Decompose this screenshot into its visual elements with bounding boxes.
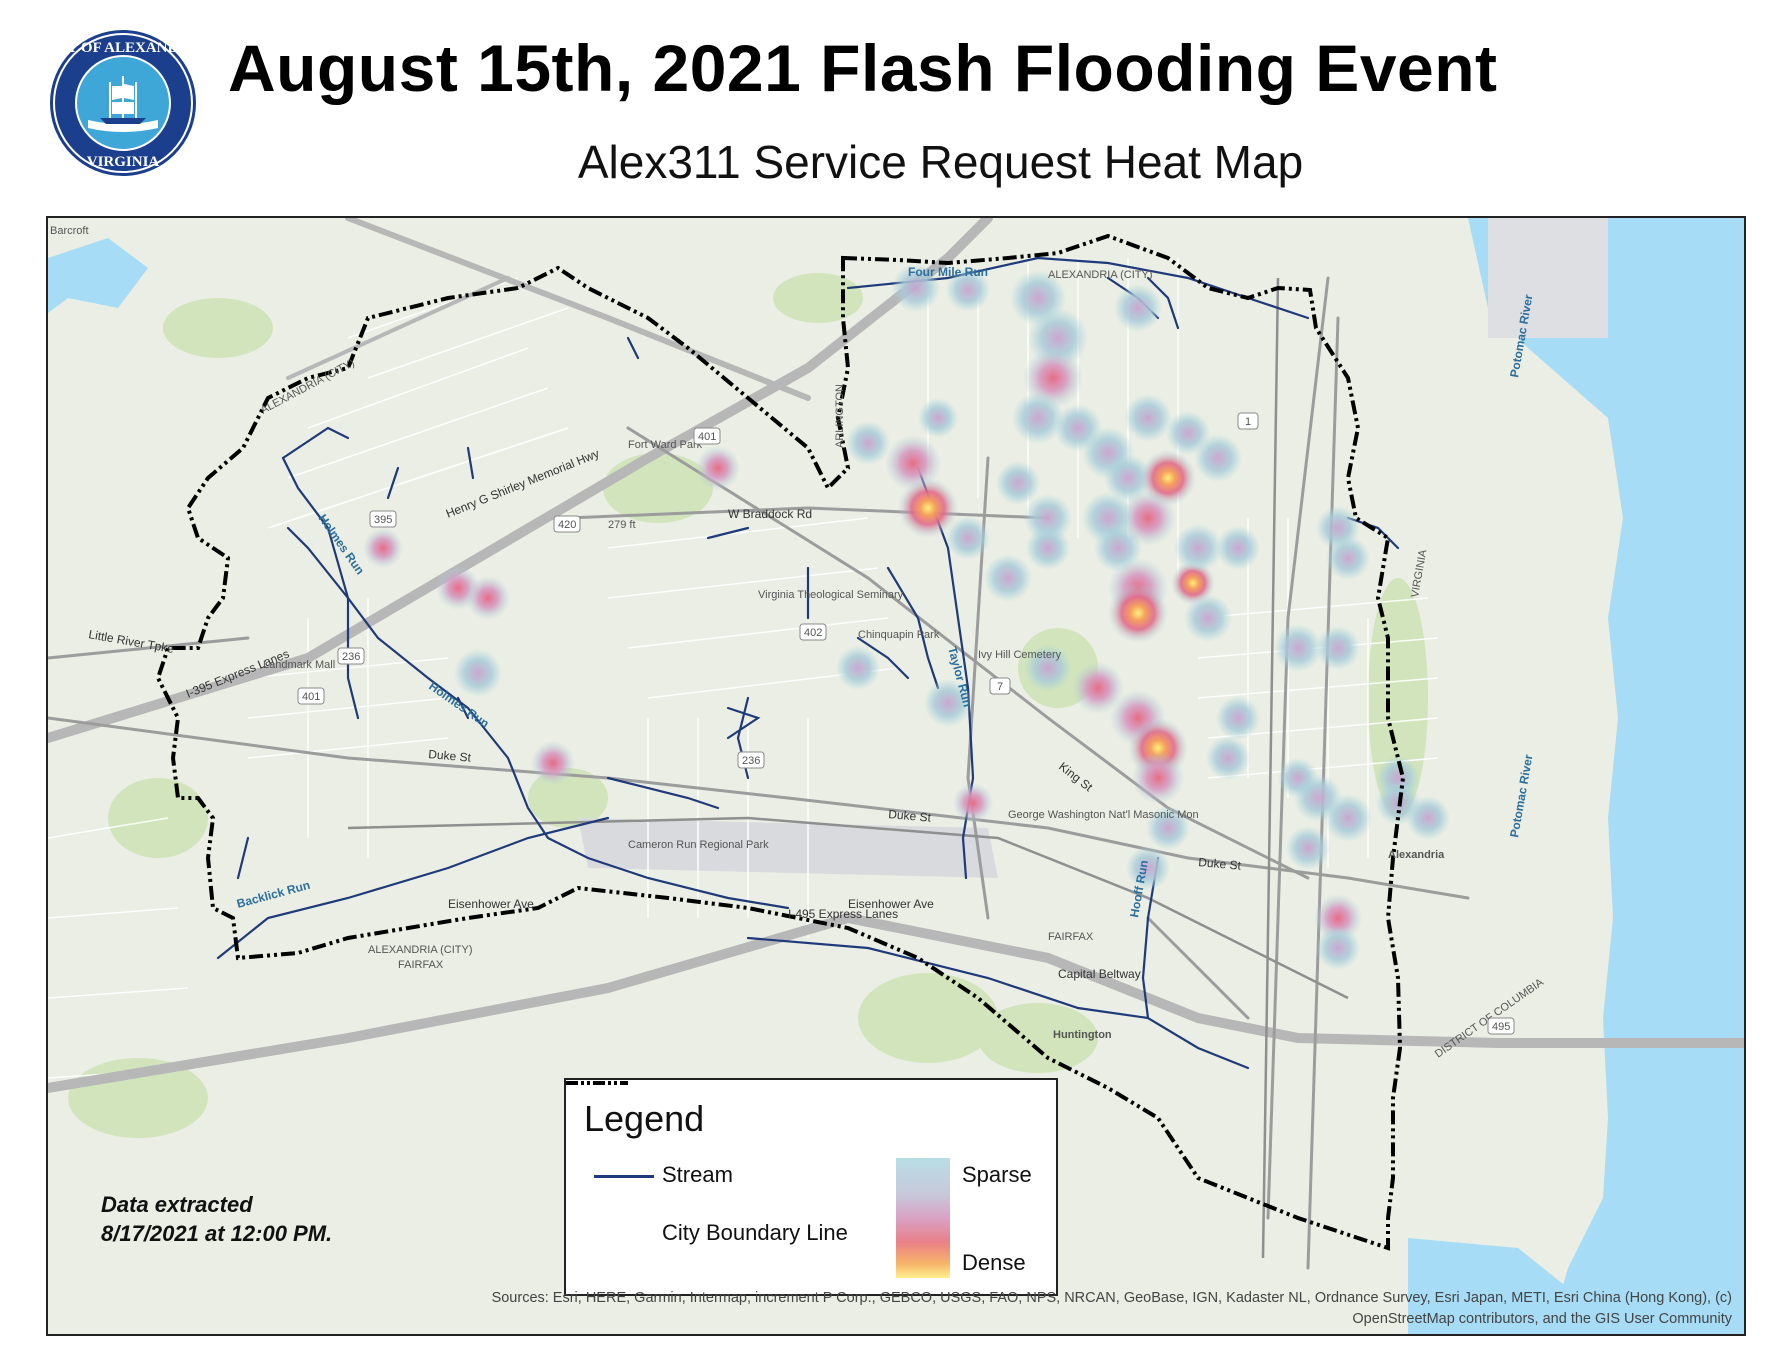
label-eisenhower-east: Eisenhower Ave <box>848 897 934 911</box>
legend-boundary-label: City Boundary Line <box>662 1220 848 1245</box>
label-gw-masonic: George Washington Nat'l Masonic Mon <box>1008 809 1199 821</box>
svg-text:1: 1 <box>1245 416 1251 428</box>
label-fairfax-west: FAIRFAX <box>398 959 444 971</box>
sources-line-2: OpenStreetMap contributors, and the GIS … <box>1352 1311 1732 1327</box>
label-huntington: Huntington <box>1053 1029 1112 1041</box>
label-495-express: I-495 Express Lanes <box>788 907 898 921</box>
potomac-river-water <box>1468 218 1744 1334</box>
route-shields: 395 401 236 236 1 7 420 401 402 495 <box>297 412 1515 1035</box>
map-title: August 15th, 2021 Flash Flooding Event <box>228 31 1498 105</box>
railroad <box>347 816 1349 1000</box>
label-barcroft: Barcroft <box>50 225 89 237</box>
label-alexandria-city-south: ALEXANDRIA (CITY) <box>368 944 473 956</box>
taylor-run-stream <box>916 466 975 880</box>
label-duke-st-east: Duke St <box>888 807 932 825</box>
legend-sparse-label: Sparse <box>962 1162 1032 1187</box>
svg-text:236: 236 <box>742 755 760 767</box>
king-st-road <box>626 426 1310 880</box>
heat-ramp <box>896 1158 950 1278</box>
label-alexandria: Alexandria <box>1388 849 1445 861</box>
i395-road <box>48 218 993 743</box>
legend: Legend Stream City Boundary Line Sparse … <box>564 1078 1058 1296</box>
label-duke-st-oldtown: Duke St <box>1198 855 1242 873</box>
label-chinquapin-park: Chinquapin Park <box>858 629 940 641</box>
city-seal-logo: CITY OF ALEXANDRIA VIRGINIA <box>48 30 198 176</box>
svg-text:236: 236 <box>342 651 360 663</box>
label-braddock-rd: W Braddock Rd <box>728 507 812 521</box>
svg-text:401: 401 <box>698 431 716 443</box>
label-fort-ward-park: Fort Ward Park <box>628 439 703 451</box>
svg-text:7: 7 <box>997 681 1003 693</box>
label-vts: Virginia Theological Seminary <box>758 589 904 601</box>
label-arlington: ARLINGTON <box>834 384 846 448</box>
map-frame[interactable]: Barcroft ALEXANDRIA (CITY) ALEXANDRIA (C… <box>46 216 1746 1336</box>
legend-stream-label: Stream <box>662 1162 733 1187</box>
label-fairfax-east: FAIRFAX <box>1048 931 1094 943</box>
legend-title: Legend <box>584 1098 705 1139</box>
boundary-symbol <box>566 1081 628 1085</box>
label-eisenhower-west: Eisenhower Ave <box>448 897 534 911</box>
extract-line-2: 8/17/2021 at 12:00 PM. <box>101 1221 333 1246</box>
label-four-mile-run: Four Mile Run <box>908 265 988 279</box>
map-subtitle: Alex311 Service Request Heat Map <box>577 136 1304 188</box>
map-header: CITY OF ALEXANDRIA VIRGINIA August 15th,… <box>0 0 1791 215</box>
svg-text:495: 495 <box>1492 1021 1510 1033</box>
holmes-run-stream <box>281 456 790 910</box>
label-landmark-mall: Landmark Mall <box>263 659 335 671</box>
sources-attribution: Sources: Esri, HERE, Garmin, Intermap, i… <box>252 1288 1732 1330</box>
svg-text:CITY OF ALEXANDRIA: CITY OF ALEXANDRIA <box>48 40 198 56</box>
capital-beltway-road <box>48 912 1744 1093</box>
label-alexandria-city-north: ALEXANDRIA (CITY) <box>1048 269 1153 281</box>
sources-line-1: Sources: Esri, HERE, Garmin, Intermap, i… <box>491 1290 1732 1306</box>
label-capital-beltway: Capital Beltway <box>1058 967 1141 981</box>
heatmap <box>363 264 1450 970</box>
svg-text:402: 402 <box>804 627 822 639</box>
label-cameron-run-park: Cameron Run Regional Park <box>628 839 769 851</box>
data-extracted-note: Data extracted 8/17/2021 at 12:00 PM. <box>101 1190 332 1248</box>
label-elevation: 279 ft <box>608 519 636 531</box>
extract-line-1: Data extracted <box>101 1192 253 1217</box>
city-boundary-line <box>155 233 1406 1251</box>
svg-text:420: 420 <box>558 519 576 531</box>
svg-text:395: 395 <box>374 514 392 526</box>
backlick-run-stream <box>216 816 610 960</box>
stream-symbol <box>594 1175 654 1178</box>
svg-text:VIRGINIA: VIRGINIA <box>87 154 160 170</box>
svg-text:401: 401 <box>302 691 320 703</box>
legend-dense-label: Dense <box>962 1250 1026 1275</box>
label-ivy-hill: Ivy Hill Cemetery <box>978 649 1062 661</box>
label-duke-st-west: Duke St <box>428 747 472 765</box>
